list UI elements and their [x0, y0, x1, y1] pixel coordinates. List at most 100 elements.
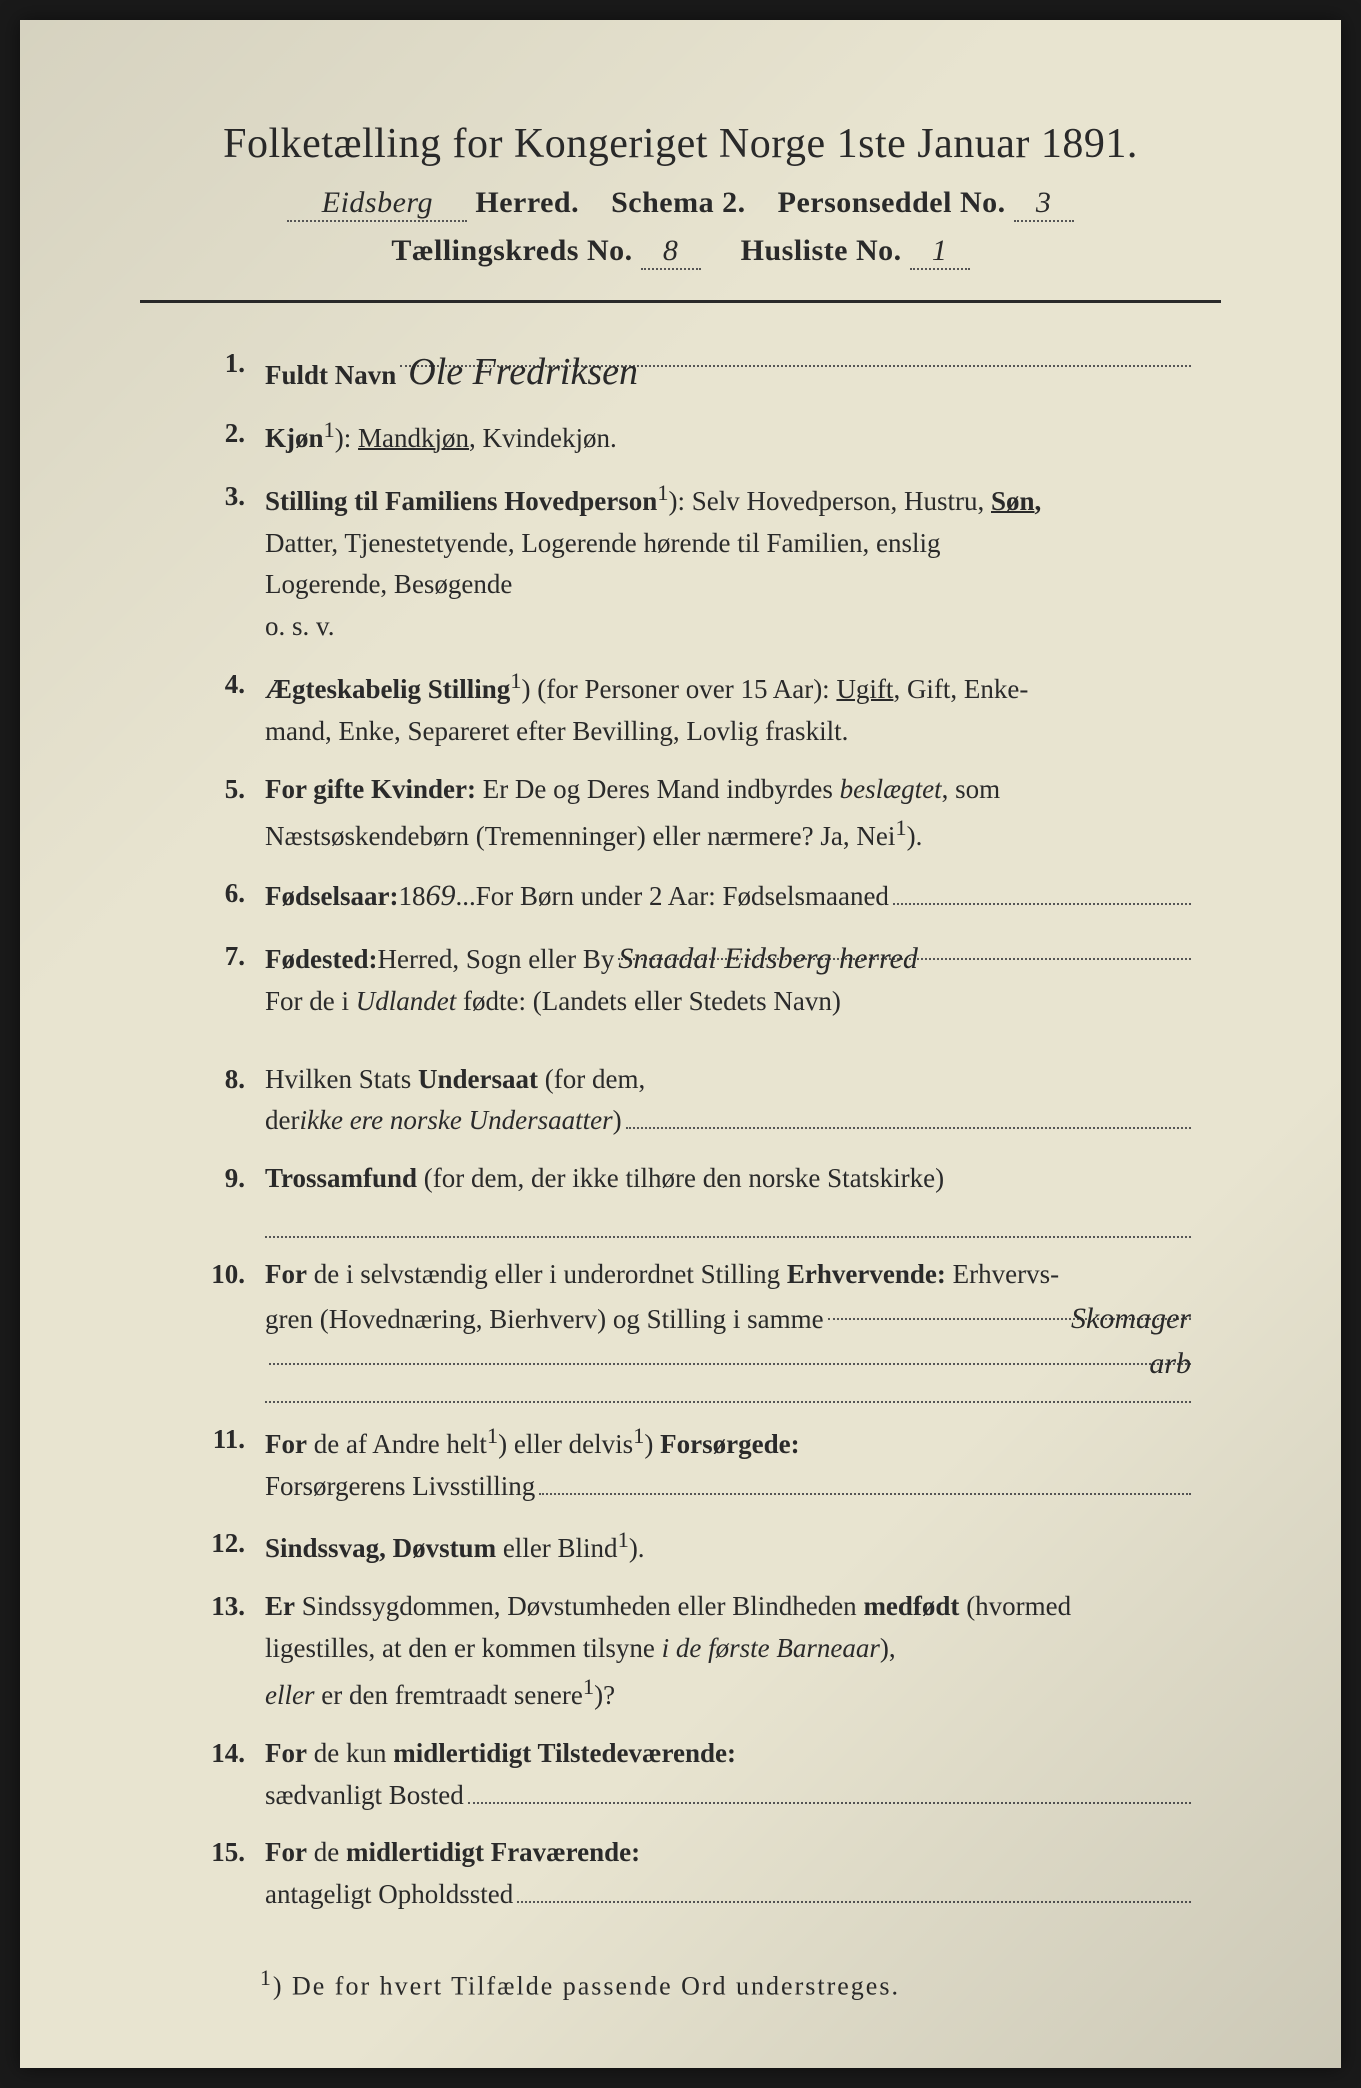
field-label: Fødested:: [265, 939, 377, 981]
field-bold: medfødt: [863, 1591, 959, 1621]
footnote-ref: 1: [487, 1423, 498, 1448]
footnote-ref: 1: [618, 1527, 629, 1552]
field-12-disability: 12. Sindssvag, Døvstum eller Blind1).: [200, 1523, 1191, 1570]
field-11-supported: 11. For de af Andre helt1) eller delvis1…: [200, 1419, 1191, 1508]
field-text: )?: [594, 1680, 615, 1710]
field-num: 6.: [200, 873, 265, 920]
field-text: de i selvstændig eller i underordnet Sti…: [307, 1259, 787, 1289]
sex-selected: Mandkjøn: [358, 423, 469, 453]
occupation-value: Skomager: [1071, 1302, 1191, 1335]
taellingskreds-value: 8: [663, 234, 679, 267]
field-num: 7.: [200, 936, 265, 1023]
field-num: 2.: [200, 413, 265, 460]
field-label: For gifte Kvinder:: [265, 774, 476, 804]
field-15-absent: 15. For de midlertidigt Fraværende: anta…: [200, 1832, 1191, 1916]
field-label: Kjøn: [265, 423, 324, 453]
header-line-1: Eidsberg Herred. Schema 2. Personseddel …: [140, 186, 1221, 222]
field-italic: i de første Barneaar: [662, 1633, 880, 1663]
field-label: Sindssvag, Døvstum: [265, 1533, 496, 1563]
field-text: (for dem,: [538, 1064, 645, 1094]
field-num: 12.: [200, 1523, 265, 1570]
field-num: 9.: [200, 1158, 265, 1238]
form-header: Folketælling for Kongeriget Norge 1ste J…: [140, 120, 1221, 270]
field-13-congenital: 13. Er Sindssygdommen, Døvstumheden elle…: [200, 1586, 1191, 1717]
form-body: 1. Fuldt Navn Ole Fredriksen 2. Kjøn1): …: [140, 343, 1221, 1916]
field-text: Hvilken Stats: [265, 1064, 418, 1094]
header-line-2: Tællingskreds No. 8 Husliste No. 1: [140, 234, 1221, 270]
field-bold: Erhvervende:: [787, 1259, 946, 1289]
field-text: Datter, Tjenestetyende, Logerende hørend…: [265, 528, 940, 558]
field-text: sædvanligt Bosted: [265, 1775, 464, 1817]
field-6-birthyear: 6. Fødselsaar: 1869... For Børn under 2 …: [200, 873, 1191, 920]
field-label: Trossamfund: [265, 1163, 417, 1193]
field-14-present: 14. For de kun midlertidigt Tilstedevære…: [200, 1733, 1191, 1817]
field-label: For: [265, 1738, 307, 1768]
field-italic: beslægtet: [840, 774, 942, 804]
field-text: Næstsøskendebørn (Tremenninger) eller næ…: [265, 821, 895, 851]
field-text: fødte: (Landets eller Stedets Navn): [456, 986, 841, 1016]
field-text: Er De og Deres Mand indbyrdes: [476, 774, 840, 804]
field-text: antageligt Opholdssted: [265, 1874, 513, 1916]
field-8-citizenship: 8. Hvilken Stats Undersaat (for dem, der…: [200, 1059, 1191, 1143]
field-text: eller Blind: [496, 1533, 617, 1563]
field-text: er den fremtraadt senere: [314, 1680, 582, 1710]
field-italic: Udlandet: [356, 986, 457, 1016]
schema-label: Schema 2.: [611, 186, 746, 219]
field-text: Selv Hovedperson, Hustru,: [692, 486, 991, 516]
relation-selected: Søn,: [991, 486, 1041, 516]
field-num: 1.: [200, 343, 265, 397]
herred-value: Eidsberg: [322, 186, 433, 219]
footnote-ref: 1: [510, 668, 521, 693]
field-italic: eller: [265, 1680, 314, 1710]
field-7-birthplace: 7. Fødested: Herred, Sogn eller By Snaad…: [200, 936, 1191, 1023]
field-label: Fuldt Navn: [265, 355, 396, 397]
divider-line: [140, 300, 1221, 303]
field-label: Ægteskabelig Stilling: [265, 674, 510, 704]
field-text: Forsørgerens Livsstilling: [265, 1466, 535, 1508]
field-italic: ikke ere norske Undersaatter: [299, 1100, 612, 1142]
field-label: Er: [265, 1591, 295, 1621]
field-text: (for dem, der ikke tilhøre den norske St…: [417, 1163, 944, 1193]
field-text: ),: [880, 1633, 896, 1663]
field-bold: Forsørgede:: [660, 1429, 799, 1459]
field-text: ) eller delvis: [498, 1429, 633, 1459]
field-text: der: [265, 1100, 299, 1142]
field-text: (for Personer over 15 Aar):: [531, 674, 837, 704]
footnote-marker: 1: [260, 1966, 273, 1990]
field-num: 15.: [200, 1832, 265, 1916]
field-text: Erhvervs-: [946, 1259, 1059, 1289]
field-label: Stilling til Familiens Hovedperson: [265, 486, 657, 516]
field-num: 10.: [200, 1254, 265, 1403]
personseddel-label: Personseddel No.: [778, 186, 1006, 219]
footnote-ref: 1: [324, 417, 335, 442]
year-prefix: 18: [398, 876, 425, 918]
herred-label: Herred.: [475, 186, 579, 219]
field-5-married-women: 5. For gifte Kvinder: Er De og Deres Man…: [200, 769, 1191, 858]
occupation-value-2: arb: [1149, 1347, 1191, 1380]
field-label: For: [265, 1259, 307, 1289]
field-num: 14.: [200, 1733, 265, 1817]
personseddel-value: 3: [1036, 186, 1052, 219]
field-3-relation: 3. Stilling til Familiens Hovedperson1):…: [200, 476, 1191, 648]
form-title: Folketælling for Kongeriget Norge 1ste J…: [140, 120, 1221, 168]
field-label: For: [265, 1837, 307, 1867]
field-num: 13.: [200, 1586, 265, 1717]
field-text: ): [644, 1429, 660, 1459]
footnote-ref: 1: [895, 815, 906, 840]
field-text: For Børn under 2 Aar: Fødselsmaaned: [476, 876, 889, 918]
field-text: de: [307, 1837, 346, 1867]
field-label: Undersaat: [418, 1064, 538, 1094]
field-1-name: 1. Fuldt Navn Ole Fredriksen: [200, 343, 1191, 397]
field-text: , Gift, Enke-: [893, 674, 1028, 704]
birthyear-value: 69: [425, 873, 455, 920]
field-num: 5.: [200, 769, 265, 858]
husliste-label: Husliste No.: [741, 234, 902, 267]
name-value: Ole Fredriksen: [400, 351, 646, 393]
field-text: gren (Hovednæring, Bierhverv) og Stillin…: [265, 1299, 824, 1341]
field-bold: midlertidigt Fraværende:: [346, 1837, 640, 1867]
field-num: 11.: [200, 1419, 265, 1508]
field-text: Herred, Sogn eller By: [377, 939, 614, 981]
field-num: 3.: [200, 476, 265, 648]
field-label: Fødselsaar:: [265, 876, 398, 918]
field-text: (hvormed: [959, 1591, 1071, 1621]
